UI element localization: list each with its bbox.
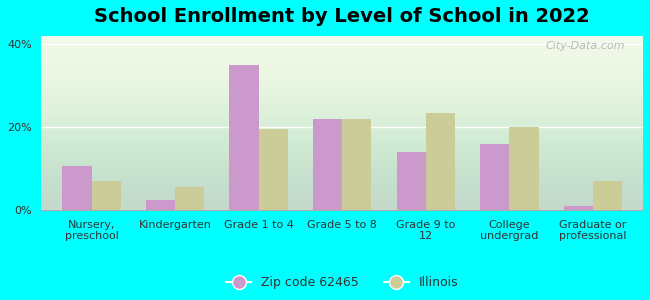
Bar [510,127,539,210]
Title: School Enrollment by Level of School in 2022: School Enrollment by Level of School in … [94,7,590,26]
Bar [146,200,175,210]
Text: City-Data.com: City-Data.com [545,41,625,51]
Bar [343,119,372,210]
Bar [229,65,259,210]
Bar [480,144,510,210]
Bar [426,112,455,210]
Bar [313,119,343,210]
Bar [259,129,288,210]
Bar [92,181,121,210]
Bar [593,181,622,210]
Bar [62,167,92,210]
Bar [175,187,204,210]
Bar [564,206,593,210]
Bar [396,152,426,210]
Legend: Zip code 62465, Illinois: Zip code 62465, Illinois [221,271,463,294]
